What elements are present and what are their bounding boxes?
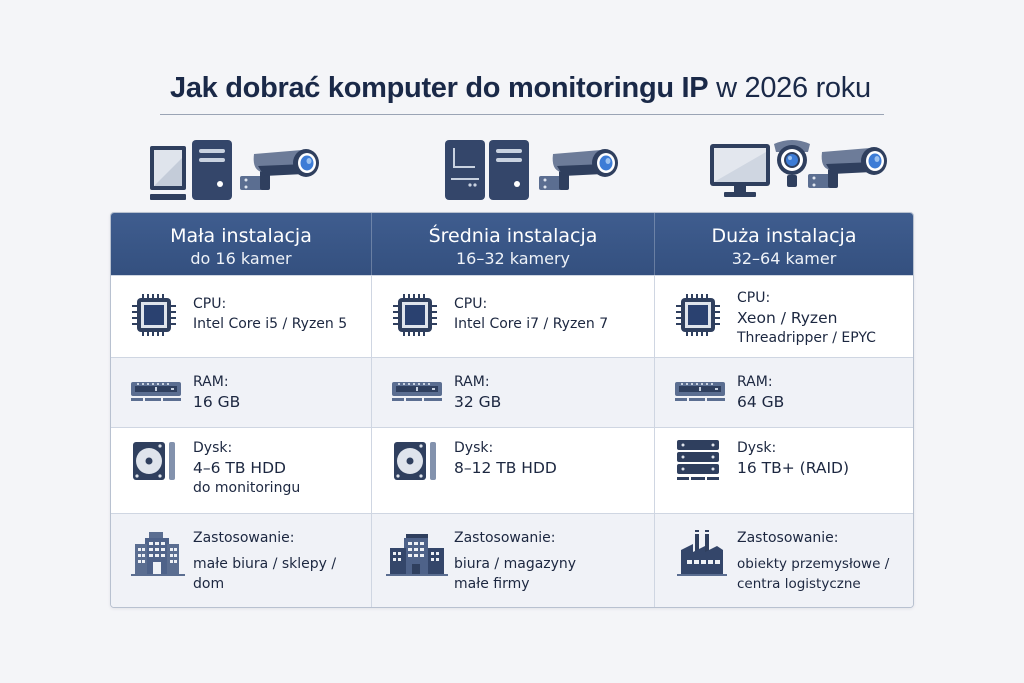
cpu-spec: CPU: Xeon / Ryzen Threadripper / EPYC <box>737 288 876 348</box>
camera-range: 32–64 kamer <box>731 249 837 268</box>
disk-spec: Dysk: 8–12 TB HDD <box>454 438 557 478</box>
server-case-icon <box>445 140 485 200</box>
use-spec: Zastosowanie: małe biura / sklepy / dom <box>193 528 336 594</box>
bullet-camera-icon <box>808 147 887 188</box>
cpu-value-line2: Threadripper / EPYC <box>737 330 876 346</box>
pc-tower-icon <box>192 140 232 200</box>
use-label: Zastosowanie: <box>454 530 556 546</box>
pc-tower-icon <box>489 140 529 200</box>
disk-spec: Dysk: 16 TB+ (RAID) <box>737 438 849 478</box>
hero-large-installation <box>708 138 898 200</box>
use-label: Zastosowanie: <box>193 530 295 546</box>
ram-label: RAM: <box>193 374 229 390</box>
column-title: Mała instalacja <box>170 225 312 247</box>
office-building-icon <box>131 532 185 576</box>
use-value-line2: centra logistyczne <box>737 576 861 592</box>
cell-cpu-large: CPU: Xeon / Ryzen Threadripper / EPYC <box>655 276 913 357</box>
ram-spec: RAM: 64 GB <box>737 372 784 412</box>
use-value-line1: obiekty przemysłowe / <box>737 556 890 572</box>
hero-small-installation <box>148 140 328 202</box>
table-row-ram: RAM: 16 GB RAM: 32 GB <box>111 357 913 427</box>
cpu-value: Intel Core i7 / Ryzen 7 <box>454 316 609 332</box>
ram-spec: RAM: 32 GB <box>454 372 501 412</box>
cpu-label: CPU: <box>737 290 771 306</box>
ram-value: 64 GB <box>737 393 785 411</box>
cpu-label: CPU: <box>454 296 488 312</box>
disk-value: 4–6 TB HDD <box>193 459 286 477</box>
cpu-label: CPU: <box>193 296 227 312</box>
header-medium: Średnia instalacja 16–32 kamery <box>372 213 655 275</box>
cell-disk-medium: Dysk: 8–12 TB HDD <box>372 428 655 513</box>
table-header: Mała instalacja do 16 kamer Średnia inst… <box>111 213 913 275</box>
hard-drive-icon <box>133 442 175 480</box>
ram-label: RAM: <box>454 374 490 390</box>
use-label: Zastosowanie: <box>737 530 839 546</box>
cpu-chip-icon <box>393 294 437 336</box>
cell-disk-small: Dysk: 4–6 TB HDD do monitoringu <box>111 428 372 513</box>
ram-module-icon <box>392 382 442 401</box>
cell-use-small: Zastosowanie: małe biura / sklepy / dom <box>111 514 372 607</box>
hero-medium-installation <box>443 140 623 202</box>
disk-label: Dysk: <box>737 440 777 456</box>
column-title: Duża instalacja <box>711 225 857 247</box>
use-value-line1: biura / magazyny <box>454 556 577 572</box>
camera-range: 16–32 kamery <box>455 249 571 268</box>
cpu-chip-icon <box>132 294 176 336</box>
cpu-value-line1: Xeon / Ryzen <box>737 309 838 327</box>
disk-label: Dysk: <box>193 440 233 456</box>
table-row-use: Zastosowanie: małe biura / sklepy / dom <box>111 513 913 607</box>
cell-cpu-medium: CPU: Intel Core i7 / Ryzen 7 <box>372 276 655 357</box>
use-value-line2: małe firmy <box>454 576 530 592</box>
hard-drive-icon <box>394 442 436 480</box>
title-main: Jak dobrać komputer do monitoringu IP <box>170 72 709 104</box>
bullet-camera-icon <box>539 149 618 190</box>
bullet-camera-icon <box>240 149 319 190</box>
title-year: w 2026 roku <box>708 72 871 104</box>
column-title: Średnia instalacja <box>428 225 598 247</box>
page-title: Jak dobrać komputer do monitoringu IP w … <box>170 72 880 105</box>
disk-value: 16 TB+ (RAID) <box>737 459 850 477</box>
factory-icon <box>677 530 727 576</box>
disk-spec: Dysk: 4–6 TB HDD do monitoringu <box>193 438 300 498</box>
table-row-disk: Dysk: 4–6 TB HDD do monitoringu Dysk: 8–… <box>111 427 913 513</box>
cell-use-large: Zastosowanie: obiekty przemysłowe / cent… <box>655 514 913 607</box>
spec-table: Mała instalacja do 16 kamer Średnia inst… <box>110 212 914 608</box>
disk-label: Dysk: <box>454 440 494 456</box>
use-spec: Zastosowanie: obiekty przemysłowe / cent… <box>737 528 889 594</box>
cell-disk-large: Dysk: 16 TB+ (RAID) <box>655 428 913 513</box>
cell-ram-small: RAM: 16 GB <box>111 358 372 427</box>
server-rack-icon <box>677 440 719 480</box>
ram-spec: RAM: 16 GB <box>193 372 240 412</box>
cell-cpu-small: CPU: Intel Core i5 / Ryzen 5 <box>111 276 372 357</box>
header-large: Duża instalacja 32–64 kamer <box>655 213 913 275</box>
cell-ram-medium: RAM: 32 GB <box>372 358 655 427</box>
dome-camera-icon <box>774 140 810 187</box>
monitor-icon <box>710 144 770 197</box>
cpu-spec: CPU: Intel Core i5 / Ryzen 5 <box>193 294 347 334</box>
table-row-cpu: CPU: Intel Core i5 / Ryzen 5 CPU: Intel … <box>111 275 913 357</box>
cpu-spec: CPU: Intel Core i7 / Ryzen 7 <box>454 294 608 334</box>
cell-use-medium: Zastosowanie: biura / magazyny małe firm… <box>372 514 655 607</box>
header-small: Mała instalacja do 16 kamer <box>111 213 372 275</box>
ram-module-icon <box>131 382 181 401</box>
cell-ram-large: RAM: 64 GB <box>655 358 913 427</box>
cpu-value: Intel Core i5 / Ryzen 5 <box>193 316 348 332</box>
cpu-chip-icon <box>676 294 720 336</box>
tablet-icon <box>150 146 186 200</box>
disk-value: 8–12 TB HDD <box>454 459 557 477</box>
use-value-line1: małe biura / sklepy / <box>193 556 337 572</box>
camera-range: do 16 kamer <box>190 249 292 268</box>
title-divider <box>160 114 884 115</box>
ram-value: 32 GB <box>454 393 502 411</box>
company-building-icon <box>386 534 448 576</box>
disk-note: do monitoringu <box>193 480 301 496</box>
ram-value: 16 GB <box>193 393 241 411</box>
use-value-line2: dom <box>193 576 225 592</box>
ram-module-icon <box>675 382 725 401</box>
use-spec: Zastosowanie: biura / magazyny małe firm… <box>454 528 576 594</box>
ram-label: RAM: <box>737 374 773 390</box>
